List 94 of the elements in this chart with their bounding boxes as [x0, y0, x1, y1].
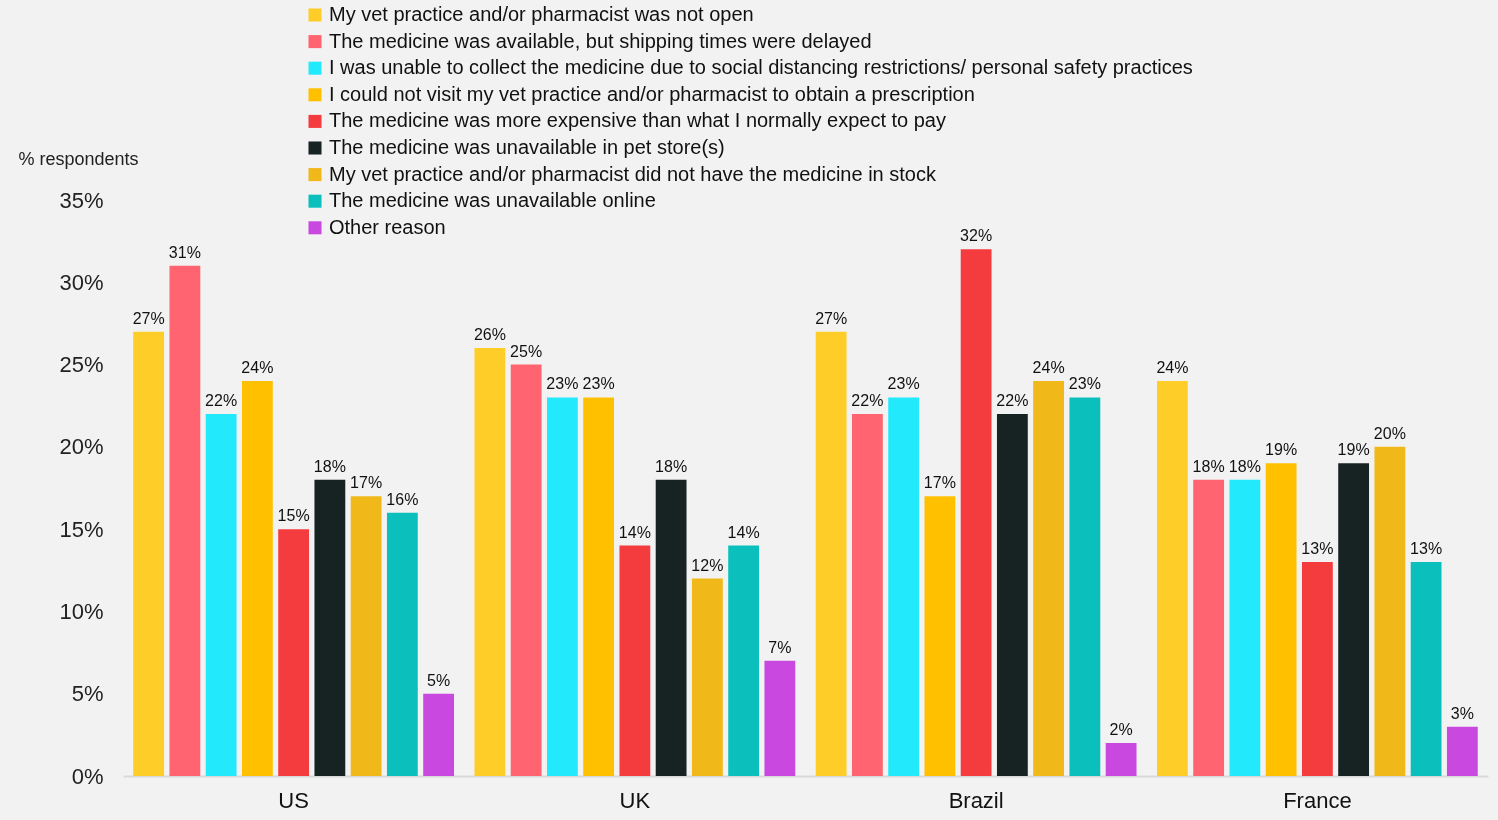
legend-label: Other reason — [329, 215, 446, 238]
data-label: 19% — [1337, 441, 1370, 459]
bar — [996, 413, 1028, 776]
data-label: 23% — [887, 375, 920, 393]
bar — [888, 397, 920, 776]
y-tick-label: 20% — [59, 434, 104, 460]
bar — [691, 578, 723, 776]
data-label: 12% — [691, 556, 724, 574]
bar — [655, 479, 687, 776]
data-label: 7% — [768, 638, 792, 656]
bar — [619, 545, 651, 776]
bar — [1410, 562, 1442, 776]
bar — [1193, 479, 1225, 776]
data-label: 23% — [1068, 375, 1101, 393]
bar — [546, 397, 578, 776]
data-label: 14% — [618, 523, 651, 541]
y-tick-label: 15% — [59, 516, 104, 542]
data-label: 18% — [313, 457, 346, 475]
data-label: 18% — [655, 457, 688, 475]
legend-label: The medicine was unavailable in pet store(s) — [329, 136, 725, 158]
bar — [851, 413, 883, 776]
bar — [1105, 743, 1137, 776]
data-label: 18% — [1192, 457, 1225, 475]
data-label: 2% — [1109, 721, 1133, 739]
bar — [510, 364, 542, 776]
bar — [960, 249, 992, 776]
bar — [728, 545, 760, 776]
legend-label: The medicine was unavailable online — [329, 189, 656, 212]
y-tick-label: 30% — [59, 269, 104, 295]
bar — [423, 693, 455, 776]
legend-label: My vet practice and/or pharmacist was not open — [329, 3, 754, 25]
bar — [205, 413, 237, 776]
data-label: 22% — [996, 391, 1029, 409]
y-tick-label: 0% — [71, 763, 104, 789]
data-label: 5% — [427, 671, 451, 689]
x-tick-label: UK — [619, 787, 651, 813]
x-tick-label: France — [1283, 787, 1352, 813]
data-label: 32% — [960, 227, 993, 245]
y-tick-label: 35% — [59, 187, 104, 213]
legend-label: I could not visit my vet practice and/or pharmacist to obtain a prescription — [329, 82, 975, 105]
y-tick-label: 25% — [59, 352, 104, 378]
data-label: 31% — [168, 243, 201, 261]
data-label: 24% — [1156, 359, 1189, 377]
y-tick-label: 5% — [71, 681, 104, 707]
legend-label: I was unable to collect the medicine due to social distancing restrictions/ personal safety practices — [329, 56, 1193, 79]
bar — [350, 496, 382, 776]
bar — [1301, 562, 1333, 776]
bar — [1446, 726, 1478, 776]
bar — [1229, 479, 1261, 776]
data-label: 3% — [1450, 704, 1474, 722]
x-tick-label: Brazil — [948, 787, 1004, 813]
bar — [815, 331, 847, 776]
bar — [1265, 463, 1297, 776]
data-label: 24% — [241, 359, 274, 377]
legend-label: The medicine was more expensive than what I normally expect to pay — [329, 109, 946, 132]
bar — [1033, 381, 1065, 776]
bar — [278, 529, 310, 776]
bar — [241, 381, 273, 776]
data-label: 23% — [546, 375, 579, 393]
data-label: 15% — [277, 507, 310, 525]
data-label: 17% — [350, 474, 383, 492]
bar — [583, 397, 615, 776]
bar — [764, 660, 796, 776]
data-label: 27% — [815, 309, 848, 327]
data-label: 13% — [1410, 540, 1443, 558]
data-label: 24% — [1032, 359, 1065, 377]
bar — [169, 265, 201, 776]
bar — [1069, 397, 1101, 776]
data-label: 13% — [1301, 540, 1334, 558]
data-label: 25% — [510, 342, 543, 360]
bar — [133, 331, 165, 776]
data-label: 14% — [727, 523, 760, 541]
bar — [1338, 463, 1370, 776]
data-label: 22% — [205, 391, 238, 409]
y-axis-title: % respondents — [18, 148, 139, 169]
data-label: 18% — [1228, 457, 1261, 475]
data-label: 20% — [1373, 424, 1406, 442]
bar — [1374, 446, 1406, 776]
data-label: 22% — [851, 391, 884, 409]
data-label: 23% — [582, 375, 615, 393]
bar — [474, 348, 506, 776]
x-tick-label: US — [278, 787, 309, 813]
data-label: 27% — [132, 309, 165, 327]
legend-label: The medicine was available, but shipping times were delayed — [329, 29, 872, 52]
y-tick-label: 10% — [59, 598, 104, 624]
data-label: 19% — [1265, 441, 1298, 459]
bar — [924, 496, 956, 776]
data-label: 16% — [386, 490, 419, 508]
bar — [314, 479, 346, 776]
data-label: 17% — [923, 474, 956, 492]
bar — [1156, 381, 1188, 776]
bar — [386, 512, 418, 776]
data-label: 26% — [473, 326, 506, 344]
legend-label: My vet practice and/or pharmacist did not have the medicine in stock — [329, 162, 937, 185]
